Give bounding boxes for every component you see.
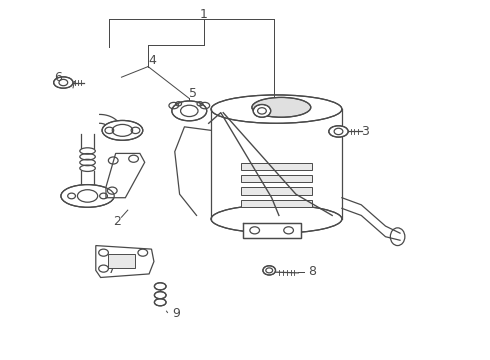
Ellipse shape	[211, 205, 342, 233]
Text: 6: 6	[54, 71, 62, 85]
Bar	[241, 163, 313, 170]
Ellipse shape	[154, 292, 166, 299]
Ellipse shape	[329, 126, 348, 137]
Text: 7: 7	[108, 263, 116, 276]
Text: 4: 4	[148, 54, 156, 67]
Text: 5: 5	[189, 87, 197, 100]
Bar	[241, 175, 313, 182]
Bar	[108, 254, 135, 267]
Bar	[241, 200, 313, 207]
Ellipse shape	[263, 266, 275, 275]
Text: 9: 9	[172, 307, 180, 320]
Polygon shape	[96, 246, 154, 278]
Ellipse shape	[102, 121, 143, 140]
Ellipse shape	[154, 283, 166, 290]
Ellipse shape	[253, 104, 270, 117]
Bar	[243, 222, 301, 238]
Text: 8: 8	[308, 265, 316, 278]
Ellipse shape	[172, 101, 207, 121]
Ellipse shape	[53, 77, 73, 88]
Ellipse shape	[252, 98, 311, 117]
Ellipse shape	[61, 185, 114, 207]
Text: 2: 2	[113, 215, 121, 228]
Text: 1: 1	[200, 8, 208, 21]
Polygon shape	[106, 153, 145, 198]
Ellipse shape	[211, 95, 342, 123]
Bar	[211, 109, 342, 219]
Bar	[241, 188, 313, 194]
Ellipse shape	[154, 299, 166, 306]
Text: 3: 3	[361, 125, 369, 138]
